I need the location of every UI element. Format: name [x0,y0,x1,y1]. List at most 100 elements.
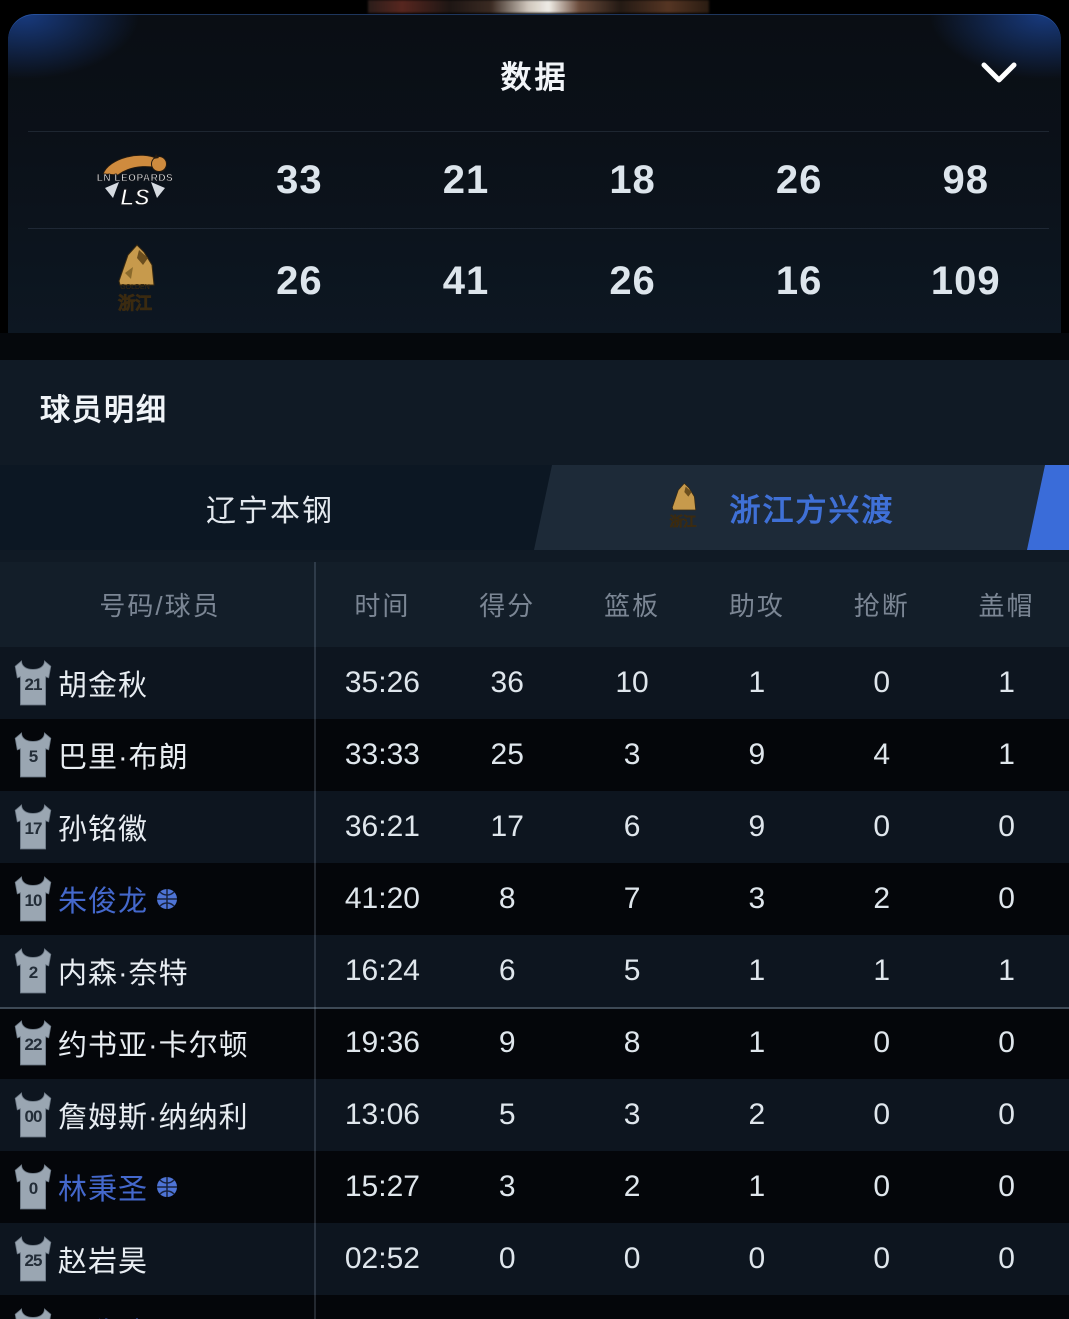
player-cell: 22 约书亚·卡尔顿 [0,1020,320,1066]
svg-text:GOLDEN: GOLDEN [120,284,150,291]
tab-zhejiang-label[interactable]: 浙江方兴渡 [729,493,895,528]
basketball-icon [157,889,178,909]
cell-rebounds: 0 [623,1242,641,1275]
cell-steals: 0 [873,1098,891,1131]
jersey-number-icon: 2 [14,948,52,994]
cell-points: 17 [490,810,524,843]
cell-blocks: 0 [998,1170,1015,1203]
cell-blocks: 1 [998,666,1015,699]
jersey-number: 21 [24,675,43,694]
cell-rebounds: 0 [570,1314,695,1319]
svg-text:浙江: 浙江 [118,293,152,313]
cell-time: 35:26 [344,666,420,699]
basketball-icon [157,1177,178,1197]
jersey-number: 10 [24,891,43,910]
tab-liaoning-label[interactable]: 辽宁本钢 [206,494,334,528]
cell-points: 6 [498,954,516,987]
cell-assists: 1 [748,1170,766,1203]
section-divider [0,333,1069,360]
data-panel: 数据 LN LEOPARDS LS 33 21 18 [8,14,1061,333]
svg-text:LS: LS [120,184,150,210]
jersey-number-icon: 22 [14,1020,52,1066]
col-header-rebounds: 篮板 [604,591,661,621]
player-details-section: 球员明细 辽宁本钢 浙江 浙江方兴渡 号码/球员 时间 得分 [0,360,1069,1319]
video-strip [0,0,1069,14]
cell-blocks: 0 [998,1026,1015,1059]
col-header-assists: 助攻 [728,591,785,621]
total-score: 98 [942,158,989,202]
panel-title: 数据 [500,60,569,95]
cell-steals: 0 [873,666,891,699]
cell-blocks: 0 [998,1242,1015,1275]
video-thumbnail[interactable] [368,0,709,13]
cell-time: 01:21 [320,1314,445,1319]
section-title: 球员明细 [40,394,168,427]
cell-blocks: 0 [944,1314,1069,1319]
table-row[interactable]: 5 巴里·布朗 33:33 25 3 9 4 1 [0,719,1069,791]
table-row[interactable]: 21 胡金秋 35:26 36 10 1 0 1 [0,647,1069,719]
cell-time: 36:21 [344,810,420,843]
score-row-liaoning: LN LEOPARDS LS 33 21 18 26 98 [28,131,1049,229]
cell-time: 19:36 [344,1026,420,1059]
col-header-steals: 抢断 [853,591,910,621]
cell-rebounds: 3 [623,738,641,771]
cell-steals: 0 [873,1170,891,1203]
cell-points: 0 [445,1314,570,1319]
svg-text:浙江: 浙江 [669,513,696,529]
player-name: 詹姆斯·纳纳利 [58,1102,249,1134]
table-row[interactable]: 2 内森·奈特 16:24 6 5 1 1 1 [0,935,1069,1007]
chevron-down-icon[interactable] [981,62,1017,86]
cell-rebounds: 5 [623,954,641,987]
cell-rebounds: 10 [615,666,649,699]
cell-rebounds: 7 [623,882,641,915]
jersey-number-icon: 10 [14,876,52,922]
player-table-body: 21 胡金秋 35:26 36 10 1 0 1 5 [0,647,1069,1319]
cell-blocks: 0 [998,1098,1015,1131]
cell-blocks: 0 [998,882,1015,915]
jersey-number: 22 [24,1035,43,1054]
player-cell: 25 赵岩昊 [0,1236,320,1282]
team-logo-liaoning: LN LEOPARDS LS [28,148,216,214]
table-row[interactable]: 22 约书亚·卡尔顿 19:36 9 8 1 0 0 [0,1007,1069,1079]
table-row[interactable]: 25 赵岩昊 02:52 0 0 0 0 0 [0,1223,1069,1295]
player-name: 胡金秋 [58,670,149,702]
cell-steals: 1 [873,954,891,987]
table-row[interactable]: 00 詹姆斯·纳纳利 13:06 5 3 2 0 0 [0,1079,1069,1151]
cell-assists: 2 [748,1098,766,1131]
cell-assists: 0 [694,1314,819,1319]
table-row[interactable]: 17 孙铭徽 36:21 17 6 9 0 0 [0,791,1069,863]
zhejiang-logo: GOLDEN 浙江 [118,243,155,313]
table-row[interactable]: 0 林秉圣 15:27 3 2 1 0 0 [0,1151,1069,1223]
jersey-number-icon: 0 [14,1164,52,1210]
cell-time: 13:06 [344,1098,420,1131]
table-header: 号码/球员 时间 得分 篮板 助攻 抢断 盖帽 [0,562,1069,647]
svg-text:LN LEOPARDS: LN LEOPARDS [97,173,173,184]
player-name: 内森·奈特 [58,958,189,990]
jersey-number-icon: 8 [14,1308,52,1319]
table-row[interactable]: 8 王欣瑞 01:21 0 0 0 0 0 [0,1295,1069,1319]
player-name: 孙铭徽 [58,814,149,846]
cell-points: 8 [498,882,516,915]
jersey-number: 2 [28,963,38,982]
jersey-number-icon: 00 [14,1092,52,1138]
column-divider [314,562,316,1319]
score-row-zhejiang: GOLDEN 浙江 26 41 26 16 109 [28,228,1049,334]
cell-rebounds: 3 [623,1098,641,1131]
player-name: 巴里·布朗 [58,742,189,774]
cell-rebounds: 6 [623,810,641,843]
cell-assists: 1 [748,1026,766,1059]
cell-rebounds: 2 [623,1170,641,1203]
jersey-number-icon: 5 [14,732,52,778]
player-cell: 10 朱俊龙 [0,876,320,922]
player-name: 林秉圣 [58,1174,149,1206]
cell-steals: 0 [873,1026,891,1059]
tab-zhejiang[interactable]: 浙江 浙江方兴渡 [533,465,1069,550]
q1-score: 26 [276,259,323,303]
cell-time: 33:33 [344,738,420,771]
q4-score: 16 [775,259,823,303]
table-row[interactable]: 10 朱俊龙 41:20 8 7 3 2 0 [0,863,1069,935]
player-cell: 5 巴里·布朗 [0,732,320,778]
cell-points: 5 [498,1098,516,1131]
col-header-points: 得分 [479,591,536,621]
jersey-number: 0 [28,1179,38,1198]
